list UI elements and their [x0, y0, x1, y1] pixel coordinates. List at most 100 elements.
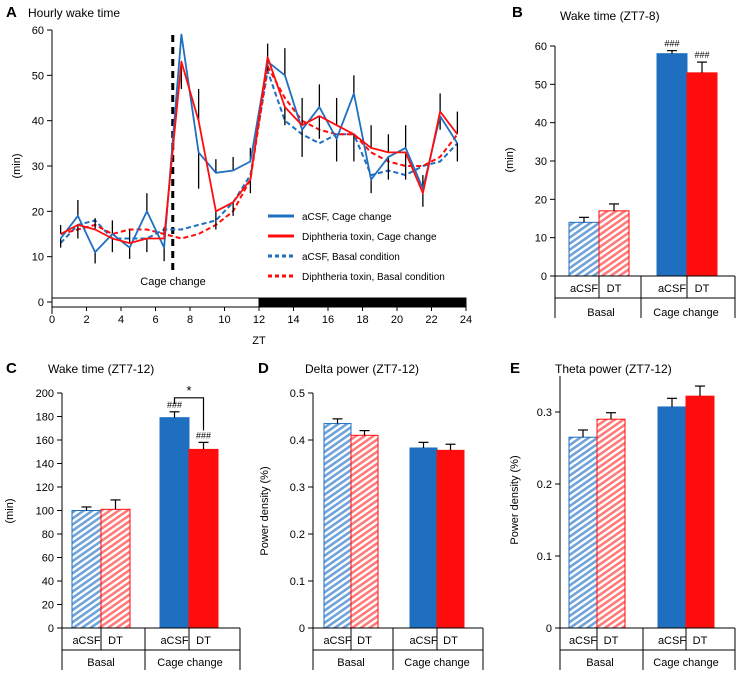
panel-b-title: Wake time (ZT7-8) — [560, 9, 660, 23]
legend-label: Diphtheria toxin, Basal condition — [302, 272, 445, 283]
panel-c-ytick-label: 200 — [36, 388, 54, 400]
panel-d-group-cage-change: Cage change — [404, 657, 469, 669]
significance-mark: ### — [694, 50, 709, 60]
panel-a-xlabel: ZT — [252, 335, 266, 347]
panel-d-title: Delta power (ZT7-12) — [305, 362, 419, 376]
panel-c-ytick-label: 100 — [36, 506, 54, 518]
panel-c-ytick-label: 80 — [42, 529, 54, 541]
panel-d-ylabel: Power density (%) — [259, 466, 271, 555]
significance-mark: ### — [167, 400, 182, 410]
series-line-acsf-cage-change — [59, 33, 459, 254]
panel-b-group-basal: Basal — [587, 307, 615, 319]
category-label: DT — [693, 635, 708, 647]
panel-e-title: Theta power (ZT7-12) — [555, 362, 672, 376]
panel-a-xtick-label: 14 — [287, 314, 299, 326]
panel-d-ytick-label: 0.1 — [290, 576, 305, 588]
panel-d-ytick-label: 0.2 — [290, 529, 305, 541]
panel-a-ytick-label: 40 — [32, 116, 44, 128]
panel-a-ytick-label: 50 — [32, 70, 44, 82]
category-label: aCSF — [658, 635, 686, 647]
panel-label-a: A — [6, 4, 17, 21]
category-label: aCSF — [569, 635, 597, 647]
panel-e-ytick-label: 0 — [546, 623, 552, 635]
legend-label: aCSF, Basal condition — [302, 252, 400, 263]
panel-c-ytick-label: 60 — [42, 553, 54, 565]
panel-c-ytick-label: 140 — [36, 459, 54, 471]
panel-b-bar-chart: B Wake time (ZT7-8) (min) Basal Cage cha… — [504, 4, 736, 319]
panel-c-ytick-label: 160 — [36, 435, 54, 447]
panel-c-bar-chart: C Wake time (ZT7-12) (min) Basal Cage ch… — [4, 360, 241, 670]
panel-a-ytick-label: 0 — [38, 297, 44, 309]
category-label: aCSF — [570, 283, 598, 295]
bar-acsf — [159, 417, 190, 629]
bar-acsf — [409, 447, 438, 629]
panel-d-group-basal: Basal — [337, 657, 365, 669]
category-label: aCSF — [409, 635, 437, 647]
panel-d-ytick-label: 0.3 — [290, 482, 305, 494]
panel-a-xtick-label: 0 — [49, 314, 55, 326]
category-label: DT — [604, 635, 619, 647]
panel-b-ytick-label: 40 — [535, 118, 547, 130]
category-label: DT — [443, 635, 458, 647]
panel-a-xtick-label: 6 — [152, 314, 158, 326]
series-line-diphtheria-toxin-cage-change — [60, 56, 459, 245]
panel-a-xtick-label: 12 — [253, 314, 265, 326]
bar-dt — [596, 418, 626, 629]
panel-d-ytick-label: 0.4 — [290, 435, 305, 447]
panel-c-ytick-label: 180 — [36, 412, 54, 424]
panel-label-b: B — [512, 4, 523, 21]
panel-a-xtick-label: 18 — [356, 314, 368, 326]
bar-acsf — [657, 406, 687, 629]
panel-e-ytick-label: 0.3 — [537, 407, 552, 419]
panel-c-group-cage-change: Cage change — [157, 657, 222, 669]
panel-a-xtick-label: 10 — [218, 314, 230, 326]
legend-label: Diphtheria toxin, Cage change — [302, 232, 437, 243]
significance-star: * — [186, 383, 191, 398]
panel-b-ytick-label: 30 — [535, 156, 547, 168]
panel-a-xtick-label: 8 — [187, 314, 193, 326]
panel-e-ylabel: Power density (%) — [509, 455, 521, 544]
category-label: aCSF — [72, 635, 100, 647]
category-label: DT — [695, 283, 710, 295]
series-line-acsf-basal-condition — [59, 69, 459, 244]
panel-a-ytick-label: 60 — [32, 25, 44, 37]
bar-dt — [685, 395, 715, 629]
panel-a-line-chart: A Hourly wake time (min) ZT Cage change … — [6, 4, 472, 347]
panel-a-ylabel: (min) — [11, 153, 23, 178]
category-label: aCSF — [323, 635, 351, 647]
panel-c-group-basal: Basal — [87, 657, 115, 669]
panel-a-ytick-label: 10 — [32, 252, 44, 264]
panel-b-ylabel: (min) — [504, 147, 516, 172]
category-label: aCSF — [658, 283, 686, 295]
panel-e-group-cage-change: Cage change — [653, 657, 718, 669]
light-period-bar — [51, 297, 260, 308]
bar-dt — [350, 434, 379, 629]
bar-acsf — [656, 53, 688, 277]
bar-dt — [598, 210, 630, 277]
panel-a-title: Hourly wake time — [28, 6, 120, 20]
panel-c-title: Wake time (ZT7-12) — [48, 362, 154, 376]
panel-d-ytick-label: 0.5 — [290, 388, 305, 400]
category-label: DT — [196, 635, 211, 647]
panel-d-ytick-label: 0 — [299, 623, 305, 635]
panel-c-ytick-label: 40 — [42, 576, 54, 588]
bar-acsf — [323, 423, 352, 629]
panel-e-ytick-label: 0.1 — [537, 551, 552, 563]
panel-b-ytick-label: 0 — [541, 271, 547, 283]
significance-bracket — [173, 397, 205, 431]
bar-dt — [686, 72, 718, 277]
bar-dt — [436, 449, 465, 629]
cage-change-annotation: Cage change — [140, 276, 205, 288]
panel-b-group-cage-change: Cage change — [653, 307, 718, 319]
panel-a-ytick-label: 20 — [32, 206, 44, 218]
bar-dt — [188, 448, 219, 629]
panel-c-ylabel: (min) — [4, 498, 16, 523]
panel-d-bar-chart: D Delta power (ZT7-12) Power density (%)… — [258, 360, 484, 670]
panel-label-e: E — [510, 360, 520, 377]
bar-dt — [100, 508, 131, 629]
panel-a-xtick-label: 20 — [391, 314, 403, 326]
panel-b-ytick-label: 20 — [535, 194, 547, 206]
panel-b-ytick-label: 10 — [535, 233, 547, 245]
panel-a-xtick-label: 2 — [83, 314, 89, 326]
